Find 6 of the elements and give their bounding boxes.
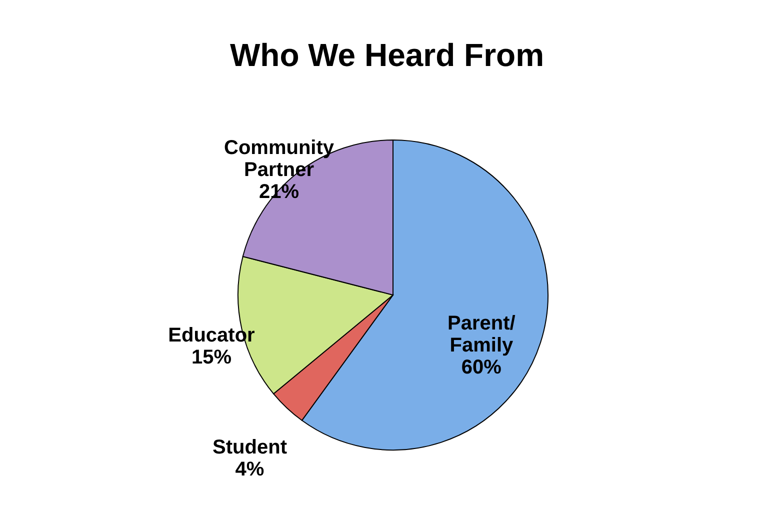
slice-label: Parent/ Family — [448, 312, 516, 357]
data-label: 15% — [191, 346, 232, 369]
chart-title: Who We Heard From — [230, 37, 544, 73]
slice-label: Student — [212, 436, 288, 459]
data-label: 4% — [235, 458, 264, 481]
data-label: 60% — [461, 356, 502, 379]
